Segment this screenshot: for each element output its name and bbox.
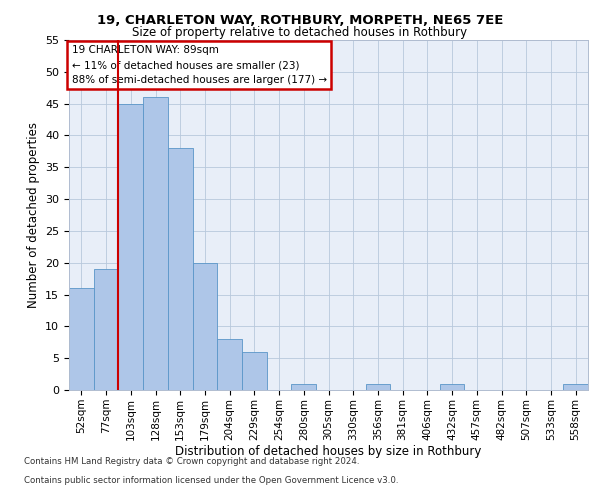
Bar [118,104,143,390]
Bar [563,384,588,390]
X-axis label: Distribution of detached houses by size in Rothbury: Distribution of detached houses by size … [175,446,482,458]
Text: 19 CHARLETON WAY: 89sqm
← 11% of detached houses are smaller (23)
88% of semi-de: 19 CHARLETON WAY: 89sqm ← 11% of detache… [71,46,327,85]
Bar [143,98,168,390]
Bar [217,339,242,390]
Text: 19, CHARLETON WAY, ROTHBURY, MORPETH, NE65 7EE: 19, CHARLETON WAY, ROTHBURY, MORPETH, NE… [97,14,503,27]
Bar [365,384,390,390]
Bar [94,269,118,390]
Bar [193,262,217,390]
Y-axis label: Number of detached properties: Number of detached properties [26,122,40,308]
Bar [168,148,193,390]
Text: Contains public sector information licensed under the Open Government Licence v3: Contains public sector information licen… [24,476,398,485]
Text: Contains HM Land Registry data © Crown copyright and database right 2024.: Contains HM Land Registry data © Crown c… [24,458,359,466]
Text: Size of property relative to detached houses in Rothbury: Size of property relative to detached ho… [133,26,467,39]
Bar [69,288,94,390]
Bar [440,384,464,390]
Bar [292,384,316,390]
Bar [242,352,267,390]
